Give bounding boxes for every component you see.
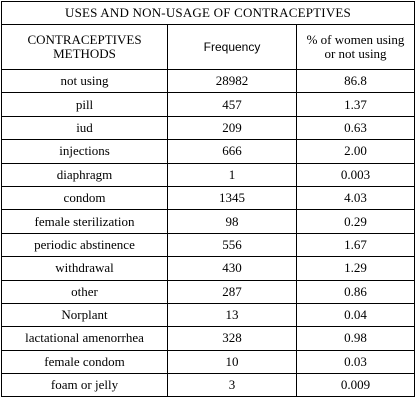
- method-cell: condom: [1, 185, 168, 211]
- header-cell: Frequency: [167, 24, 297, 70]
- method-cell: diaphragm: [1, 162, 168, 187]
- method-cell: pill: [1, 92, 168, 117]
- frequency-cell: 10: [167, 349, 297, 375]
- method-cell: injections: [1, 139, 168, 164]
- percent-cell: 1.29: [296, 256, 415, 281]
- percent-cell: 2.00: [296, 139, 415, 164]
- data-row: not using 28982 86.8: [1, 68, 415, 94]
- percent-cell: 0.04: [296, 302, 415, 328]
- data-row: female sterilization 98 0.29: [1, 209, 415, 234]
- method-cell: periodic abstinence: [1, 232, 168, 258]
- data-row: withdrawal 430 1.29: [1, 256, 415, 281]
- frequency-cell: 28982: [167, 68, 297, 94]
- frequency-cell: 328: [167, 326, 297, 351]
- method-cell: Norplant: [1, 302, 168, 328]
- data-row: lactational amenorrhea 328 0.98: [1, 326, 415, 351]
- percent-cell: 0.63: [296, 115, 415, 141]
- percent-cell: 0.86: [296, 279, 415, 304]
- frequency-cell: 209: [167, 115, 297, 141]
- method-cell: iud: [1, 115, 168, 141]
- data-row: injections 666 2.00: [1, 139, 415, 164]
- percent-cell: 0.29: [296, 209, 415, 234]
- percent-cell: 0.009: [296, 373, 415, 398]
- data-row: periodic abstinence 556 1.67: [1, 232, 415, 258]
- header-cell: % of women using or not using: [296, 24, 415, 70]
- frequency-cell: 13: [167, 302, 297, 328]
- percent-cell: 0.98: [296, 326, 415, 351]
- data-row: foam or jelly 3 0.009: [1, 373, 415, 398]
- data-row: Norplant 13 0.04: [1, 302, 415, 328]
- percent-cell: 1.37: [296, 92, 415, 117]
- frequency-cell: 3: [167, 373, 297, 398]
- frequency-cell: 666: [167, 139, 297, 164]
- method-cell: female sterilization: [1, 209, 168, 234]
- method-cell: other: [1, 279, 168, 304]
- percent-cell: 0.003: [296, 162, 415, 187]
- data-row: female condom 10 0.03: [1, 349, 415, 375]
- data-row: pill 457 1.37: [1, 92, 415, 117]
- percent-cell: 4.03: [296, 185, 415, 211]
- header-cell: CONTRACEPTIVES METHODS: [1, 24, 168, 70]
- data-row: diaphragm 1 0.003: [1, 162, 415, 187]
- method-cell: female condom: [1, 349, 168, 375]
- frequency-cell: 1: [167, 162, 297, 187]
- title-row: USES AND NON-USAGE OF CONTRACEPTIVES: [1, 1, 415, 25]
- data-row: other 287 0.86: [1, 279, 415, 304]
- data-row: condom 1345 4.03: [1, 185, 415, 211]
- percent-cell: 86.8: [296, 68, 415, 94]
- frequency-cell: 287: [167, 279, 297, 304]
- frequency-cell: 556: [167, 232, 297, 258]
- table-title: USES AND NON-USAGE OF CONTRACEPTIVES: [1, 1, 415, 25]
- frequency-cell: 98: [167, 209, 297, 234]
- percent-cell: 0.03: [296, 349, 415, 375]
- frequency-cell: 457: [167, 92, 297, 117]
- header-row: CONTRACEPTIVES METHODS Frequency % of wo…: [1, 24, 415, 70]
- method-cell: withdrawal: [1, 256, 168, 281]
- method-cell: not using: [1, 68, 168, 94]
- method-cell: foam or jelly: [1, 373, 168, 398]
- frequency-cell: 430: [167, 256, 297, 281]
- percent-cell: 1.67: [296, 232, 415, 258]
- frequency-cell: 1345: [167, 185, 297, 211]
- method-cell: lactational amenorrhea: [1, 326, 168, 351]
- data-row: iud 209 0.63: [1, 115, 415, 141]
